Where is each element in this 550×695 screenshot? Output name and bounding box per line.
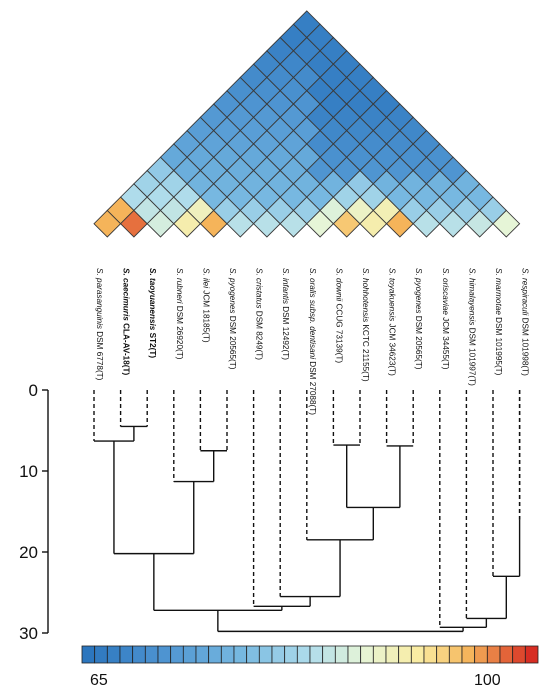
color-scale-min-label: 65 [90, 672, 108, 689]
leaf-label-11: S. toyakuensis JCM 34623(T) [388, 268, 397, 376]
color-scale-swatch [360, 645, 374, 664]
color-scale-swatch [322, 645, 336, 664]
color-scale-swatch [512, 645, 526, 664]
color-scale-swatch [157, 645, 172, 664]
color-scale-swatch [233, 645, 248, 664]
axis-tick-label: 0 [29, 381, 38, 400]
color-scale-swatch [220, 645, 235, 664]
leaf-label-6: S. cristatus DSM 8249(T) [255, 268, 264, 360]
color-scale-swatch [258, 645, 273, 664]
axis-tick-label: 30 [19, 624, 38, 643]
color-scale-swatch [524, 645, 539, 664]
color-scale-swatch [284, 645, 298, 664]
color-scale-swatch [436, 645, 450, 664]
color-scale-swatch [296, 645, 311, 664]
color-scale-swatch [499, 645, 514, 664]
heatmap-cell-15-16 [492, 209, 521, 238]
leaf-label-0: S. parasanguinis DSM 6778(T) [95, 268, 104, 381]
color-scale-swatch [385, 645, 400, 664]
leaf-label-7: S. infantis DSM 12492(T) [281, 268, 290, 360]
color-scale-swatch [474, 645, 488, 664]
leaf-label-12: S. pyogenes DSM 20565(T) [414, 268, 423, 370]
color-scale-swatch [486, 645, 501, 664]
color-scale-swatch [398, 645, 412, 664]
color-scale: 65 100 [81, 645, 539, 689]
color-scale-max-label: 100 [474, 672, 501, 689]
color-scale-swatch [208, 645, 222, 664]
dendrogram [93, 390, 521, 633]
color-scale-swatch [246, 645, 260, 664]
leaf-label-13: S. oriscaviae JCM 34455(T) [441, 268, 450, 370]
color-scale-swatch [410, 645, 425, 664]
leaf-label-2: S. taoyuanensis ST2(T) [148, 268, 157, 358]
leaf-label-10: S. hohhotensis KCTC 21155(T) [361, 268, 370, 382]
axis-tick-label: 10 [19, 462, 38, 481]
color-scale-swatch [81, 645, 96, 664]
leaf-label-16: S. respiraculi DSM 101998(T) [521, 268, 530, 376]
leaf-label-4: S. ilei JCM 18185(T) [201, 268, 210, 343]
color-scale-swatch [423, 645, 438, 664]
color-scale-swatch [182, 645, 197, 664]
heatmap [93, 10, 521, 238]
leaf-label-15: S. marmotae DSM 101995(T) [494, 268, 503, 376]
color-scale-swatch [461, 645, 476, 664]
color-scale-swatch [347, 645, 362, 664]
color-scale-swatch [334, 645, 349, 664]
color-scale-swatch [94, 645, 108, 664]
color-scale-swatch [195, 645, 210, 664]
color-scale-swatch [144, 645, 159, 664]
leaf-label-9: S. downii CCUG 73139(T) [334, 268, 343, 363]
color-scale-swatch [132, 645, 146, 664]
leaf-label-5: S. pyogenes DSM 20565(T) [228, 268, 237, 370]
color-scale-swatch [106, 645, 121, 664]
leaf-label-8: S. oralis subsp. dentisani DSM 27088(T) [308, 268, 317, 415]
color-scale-swatch [448, 645, 463, 664]
leaf-label-3: S. rubneri DSM 26920(T) [175, 268, 184, 360]
leaf-label-14: S. himalayensis DSM 101997(T) [467, 268, 476, 386]
color-scale-swatch [170, 645, 184, 664]
dendrogram-axis: 0 10 20 30 [19, 381, 49, 643]
color-scale-swatch [309, 645, 324, 664]
color-scale-swatch [271, 645, 286, 664]
color-scale-swatch [372, 645, 387, 664]
leaf-labels: S. parasanguinis DSM 6778(T) S. caecimuri… [95, 268, 530, 415]
leaf-label-1: S. caecimuris CLA-AV-18(T) [122, 268, 131, 376]
color-scale-swatch [119, 645, 134, 664]
axis-tick-label: 20 [19, 543, 38, 562]
